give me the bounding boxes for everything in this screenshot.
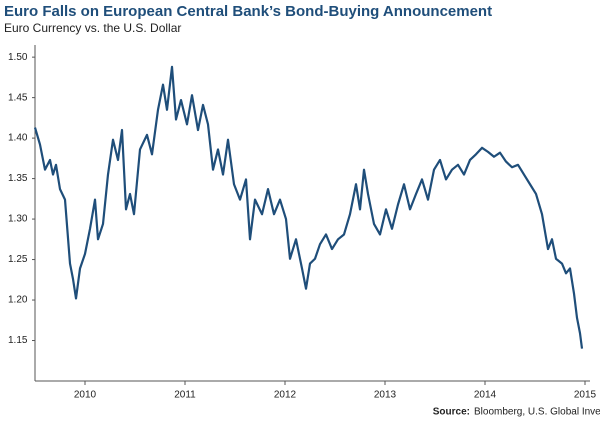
x-tick-label: 2014 xyxy=(474,390,497,401)
y-tick-label: 1.50 xyxy=(8,52,28,63)
chart-subtitle: Euro Currency vs. the U.S. Dollar xyxy=(4,21,181,35)
y-tick-label: 1.20 xyxy=(8,295,28,306)
data-line xyxy=(33,65,584,349)
x-tick-label: 2010 xyxy=(74,390,97,401)
y-tick-label: 1.35 xyxy=(8,173,28,184)
y-tick-label: 1.30 xyxy=(8,214,28,225)
y-tick-label: 1.45 xyxy=(8,92,28,103)
x-tick-label: 2011 xyxy=(174,390,196,401)
x-tick-label: 2012 xyxy=(274,390,297,401)
y-tick-label: 1.25 xyxy=(8,254,28,265)
x-tick-label: 2013 xyxy=(374,390,397,401)
chart-title: Euro Falls on European Central Bank’s Bo… xyxy=(4,3,492,20)
source-label: Source: xyxy=(433,407,470,418)
x-tick-label: 2015 xyxy=(574,390,597,401)
y-tick-label: 1.40 xyxy=(8,133,28,144)
source-text: Bloomberg, U.S. Global Investors xyxy=(474,407,600,418)
y-tick-label: 1.15 xyxy=(8,335,28,346)
